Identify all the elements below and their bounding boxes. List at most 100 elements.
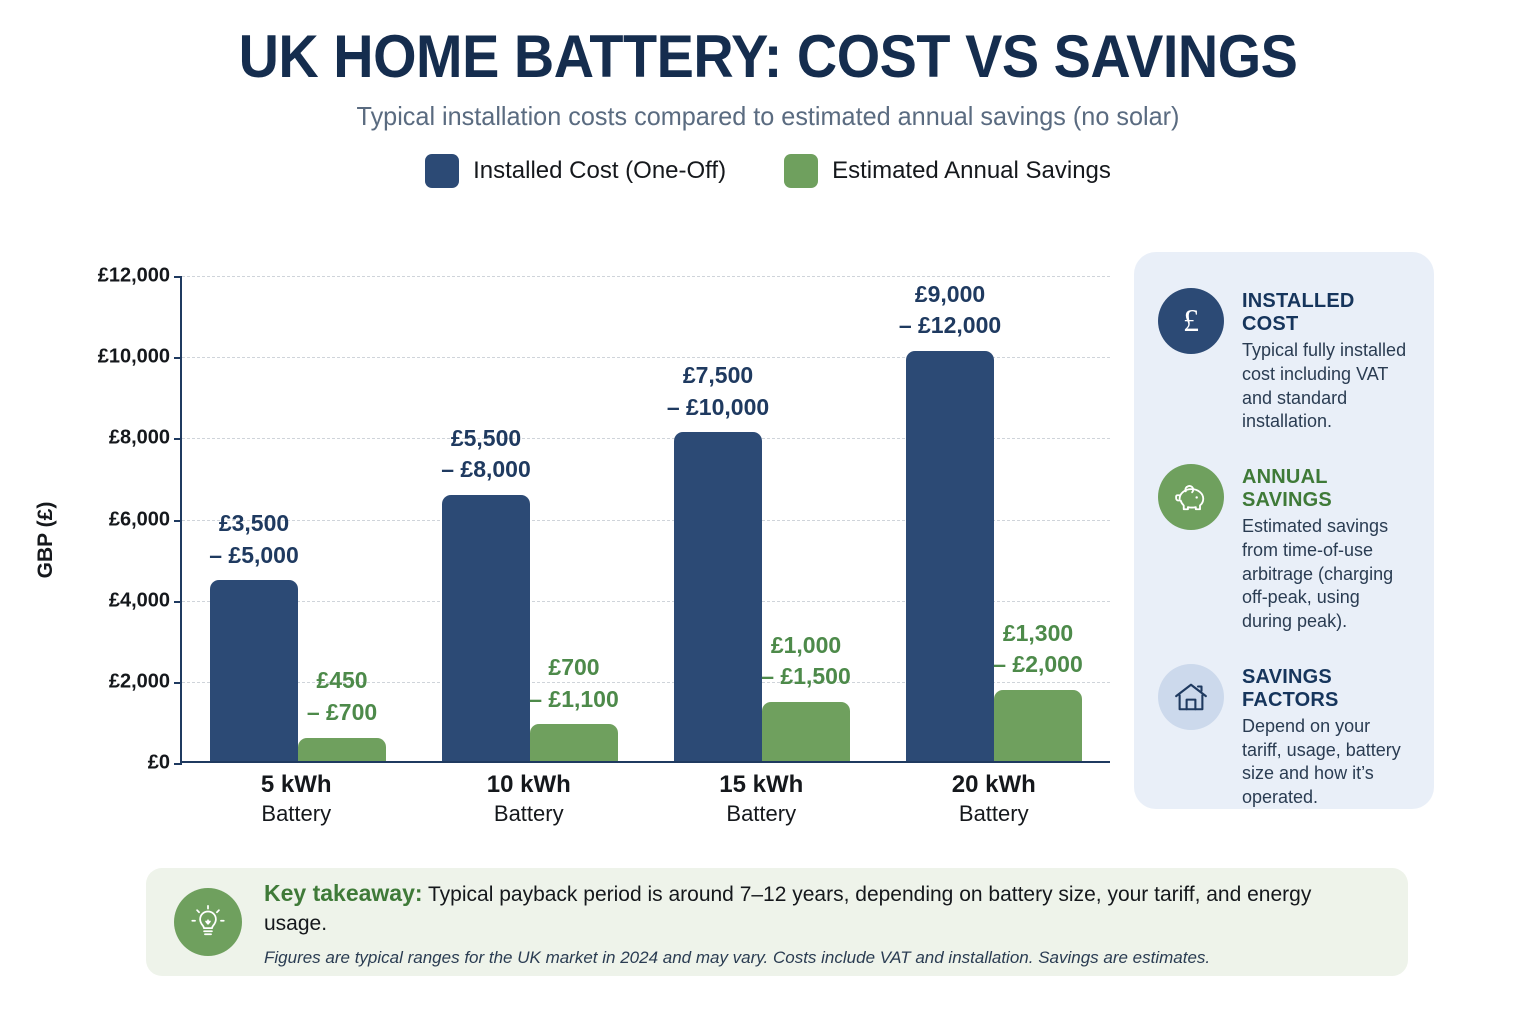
key-takeaway-banner: Key takeaway: Typical payback period is … — [146, 868, 1408, 976]
bar-value-label-cost: £3,500 – £5,000 — [209, 508, 299, 571]
y-axis-tick-label: £6,000 — [108, 508, 170, 530]
y-axis-tick-label: £8,000 — [108, 426, 170, 449]
key-takeaway-text: Typical payback period is around 7–12 ye… — [264, 883, 1312, 935]
bar-installed-cost[interactable] — [906, 351, 994, 761]
bar-slot-cost: £3,500 – £5,000 — [209, 276, 299, 761]
gridline — [182, 438, 1110, 440]
bar-label-line-2: – £12,000 — [898, 312, 1002, 339]
bar-group: £9,000 – £12,000 £1,300 – £2,000 — [892, 276, 1096, 761]
bar-value-label-savings: £700 – £1,100 — [529, 652, 619, 715]
x-axis-category-unit: Battery — [726, 801, 797, 826]
bar-chart: GBP (£) £0 £2,000 £4,000 £6,000 £8,000 £10,00… — [0, 252, 1130, 852]
key-takeaway-label: Key takeaway: — [264, 880, 423, 907]
x-axis-category-unit: Battery — [958, 801, 1029, 826]
bar-label-line-1: £9,000 — [914, 280, 986, 307]
bar-label-line-2: – £1,500 — [761, 663, 851, 690]
bar-label-line-1: £700 — [548, 654, 600, 681]
gridline — [182, 681, 1110, 683]
bar-slot-savings: £1,300 – £2,000 — [993, 276, 1083, 761]
bar-group: £3,500 – £5,000 £450 – £700 — [196, 276, 400, 761]
infographic-header: UK HOME BATTERY: COST VS SAVINGS Typical… — [0, 0, 1536, 132]
bar-slot-cost: £9,000 – £12,000 — [899, 276, 1001, 761]
bar-group: £7,500 – £10,000 £1,000 – £1,500 — [660, 276, 864, 761]
x-axis-category-capacity: 15 kWh — [719, 771, 804, 798]
info-card-installed-cost: £ INSTALLED COST Typical fully installed… — [1158, 288, 1408, 434]
y-axis-tick-label: £12,000 — [97, 264, 170, 287]
y-axis-tick-label: £4,000 — [108, 589, 170, 612]
bar-annual-savings[interactable] — [762, 702, 850, 761]
info-card-title: INSTALLED COST — [1242, 290, 1355, 335]
x-axis-category-label: 10 kWh Battery — [426, 771, 631, 827]
info-card-title: SAVINGS FACTORS — [1242, 665, 1339, 711]
gridline — [182, 600, 1110, 602]
bar-groups: £3,500 – £5,000 £450 – £700 £5,500 – £8,000 £7… — [182, 276, 1110, 761]
bar-annual-savings[interactable] — [530, 724, 618, 761]
svg-text:£: £ — [1183, 302, 1199, 338]
y-axis-tick-mark — [174, 681, 182, 684]
bar-value-label-savings: £450 – £700 — [307, 665, 377, 728]
legend-item-annual-savings[interactable]: Estimated Annual Savings — [784, 154, 1111, 189]
y-axis-tick-label: £2,000 — [108, 670, 170, 693]
info-card-title: ANNUAL SAVINGS — [1242, 466, 1332, 511]
bar-value-label-savings: £1,000 – £1,500 — [761, 630, 851, 693]
y-axis-tick-mark — [174, 276, 182, 278]
lightbulb-icon — [174, 888, 242, 956]
plot-area: £0 £2,000 £4,000 £6,000 £8,000 £10,000 £12,000… — [98, 265, 1110, 774]
bar-installed-cost[interactable] — [442, 495, 530, 761]
chart-legend: Installed Cost (One-Off) Estimated Annua… — [0, 154, 1536, 189]
bar-annual-savings[interactable] — [994, 689, 1082, 761]
bar-value-label-cost: £9,000 – £12,000 — [899, 279, 1001, 342]
bar-label-line-1: £1,300 — [1002, 619, 1074, 646]
bar-slot-cost: £5,500 – £8,000 — [441, 276, 531, 761]
bar-value-label-cost: £5,500 – £8,000 — [441, 423, 531, 486]
bar-slot-savings: £1,000 – £1,500 — [761, 276, 851, 761]
y-axis-tick-label: £0 — [147, 751, 170, 774]
bar-slot-cost: £7,500 – £10,000 — [667, 276, 769, 761]
bar-annual-savings[interactable] — [298, 737, 386, 761]
bar-label-line-2: – £1,100 — [529, 685, 619, 712]
pound-sign-icon: £ — [1158, 288, 1224, 354]
bar-label-line-2: – £2,000 — [993, 651, 1083, 678]
bar-slot-savings: £450 – £700 — [298, 276, 386, 761]
bar-value-label-cost: £7,500 – £10,000 — [667, 360, 769, 423]
bar-label-line-1: £450 — [316, 667, 368, 694]
y-axis-tick-label: £10,000 — [97, 345, 170, 368]
info-card-text: Estimated savings from time-of-use arbit… — [1242, 516, 1394, 631]
bar-installed-cost[interactable] — [674, 432, 762, 761]
info-card-annual-savings: ANNUAL SAVINGS Estimated savings from ti… — [1158, 464, 1408, 634]
bar-label-line-1: £7,500 — [682, 361, 754, 388]
y-axis-label: GBP (£) — [34, 501, 57, 579]
info-card-text: Typical fully installed cost including V… — [1242, 340, 1407, 432]
legend-item-installed-cost[interactable]: Installed Cost (One-Off) — [425, 154, 726, 189]
y-axis-tick-mark — [174, 600, 182, 603]
bar-group: £5,500 – £8,000 £700 – £1,100 — [428, 276, 632, 761]
x-axis-labels: 5 kWh Battery 10 kWh Battery 15 kWh Battery 20… — [180, 771, 1110, 827]
x-axis-category-label: 5 kWh Battery — [194, 771, 399, 827]
gridline — [182, 357, 1110, 359]
x-axis-category-label: 15 kWh Battery — [659, 771, 864, 827]
bar-value-label-savings: £1,300 – £2,000 — [993, 618, 1083, 681]
legend-swatch-savings-icon — [784, 154, 819, 189]
x-axis-category-capacity: 20 kWh — [951, 771, 1036, 798]
x-axis-category-unit: Battery — [493, 801, 564, 826]
info-side-panel: £ INSTALLED COST Typical fully installed… — [1134, 252, 1434, 809]
gridline — [182, 276, 1110, 277]
y-axis-tick-mark — [174, 763, 182, 765]
page-title: UK HOME BATTERY: COST VS SAVINGS — [238, 23, 1298, 90]
x-axis-category-capacity: 5 kWh — [260, 771, 332, 798]
footer-disclaimer: Figures are typical ranges for the UK ma… — [264, 947, 1211, 967]
bar-label-line-2: – £8,000 — [441, 456, 531, 483]
y-axis-tick-mark — [174, 438, 182, 441]
x-axis-category-unit: Battery — [261, 801, 332, 826]
piggy-bank-icon — [1158, 464, 1224, 530]
legend-label-annual-savings: Estimated Annual Savings — [832, 157, 1111, 185]
bar-installed-cost[interactable] — [210, 580, 298, 761]
x-axis-category-label: 20 kWh Battery — [891, 771, 1096, 827]
bar-label-line-2: – £10,000 — [666, 393, 770, 420]
x-axis-category-capacity: 10 kWh — [486, 771, 571, 798]
y-axis-tick-mark — [174, 357, 182, 360]
legend-swatch-cost-icon — [425, 154, 460, 189]
info-card-savings-factors: SAVINGS FACTORS Depend on your tariff, u… — [1158, 663, 1408, 810]
gridline — [182, 519, 1110, 521]
bar-label-line-2: – £700 — [306, 698, 378, 725]
